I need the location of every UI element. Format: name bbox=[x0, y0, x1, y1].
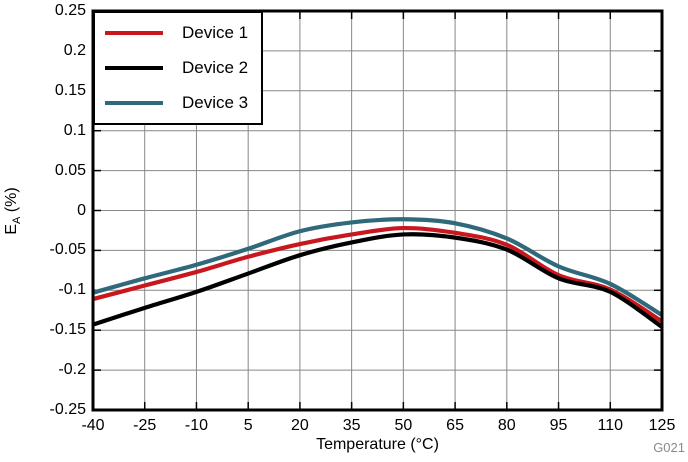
legend-item-device-3: Device 3 bbox=[105, 93, 261, 113]
legend-item-device-2: Device 2 bbox=[105, 58, 261, 78]
y-tick-label: 0.05 bbox=[54, 161, 86, 179]
y-tick-label: -0.15 bbox=[49, 321, 86, 339]
y-tick-label: 0.1 bbox=[63, 121, 86, 139]
x-tick-label: 5 bbox=[243, 417, 253, 434]
series-line-device-1 bbox=[92, 225, 664, 324]
x-tick-label: 125 bbox=[648, 417, 676, 434]
x-tick-label: 80 bbox=[497, 417, 516, 434]
y-tick-label: 0.25 bbox=[54, 2, 86, 19]
x-axis-label: Temperature (°C) bbox=[316, 436, 439, 453]
y-tick-label: -0.25 bbox=[49, 401, 86, 418]
x-tick-label: -40 bbox=[81, 417, 105, 434]
x-tick-label: 35 bbox=[342, 417, 361, 434]
series-line-device-2 bbox=[92, 232, 664, 329]
y-tick-label: 0.15 bbox=[54, 81, 86, 99]
legend-item-device-1: Device 1 bbox=[105, 23, 261, 43]
x-tick-label: 65 bbox=[446, 417, 464, 434]
legend-label-device-1: Device 1 bbox=[182, 22, 249, 42]
legend-label-device-3: Device 3 bbox=[182, 93, 249, 113]
x-tick-label: -25 bbox=[133, 417, 157, 434]
legend-swatch-device-1 bbox=[105, 30, 163, 35]
plot-frame bbox=[91, 9, 664, 412]
y-tick-label: 0.2 bbox=[63, 41, 86, 59]
x-tick-label: 20 bbox=[291, 417, 309, 434]
y-tick-label: -0.1 bbox=[58, 281, 86, 299]
x-tick-label: -10 bbox=[184, 417, 209, 434]
legend-swatch-device-2 bbox=[105, 65, 163, 70]
y-tick-label: -0.2 bbox=[58, 361, 86, 379]
legend-swatch-device-3 bbox=[105, 101, 163, 106]
x-tick-label: 50 bbox=[394, 417, 413, 434]
y-tick-label: -0.05 bbox=[49, 241, 86, 259]
y-tick-label: 0 bbox=[77, 201, 86, 219]
legend: Device 1 Device 2 Device 3 bbox=[93, 11, 263, 125]
figure-code-label: G021 bbox=[653, 440, 685, 455]
x-tick-label: 95 bbox=[549, 417, 568, 434]
y-axis-label-main: E bbox=[3, 224, 20, 235]
x-tick-label: 110 bbox=[597, 417, 624, 434]
series-line-device-3 bbox=[92, 217, 664, 317]
legend-label-device-2: Device 2 bbox=[182, 57, 249, 77]
